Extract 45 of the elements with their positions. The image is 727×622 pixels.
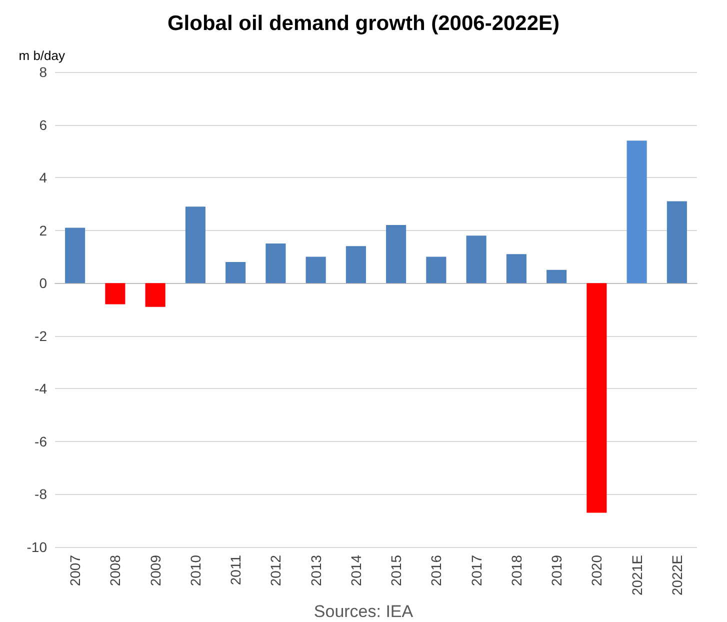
- y-tick-label: 0: [39, 275, 48, 292]
- bar: [466, 236, 486, 284]
- y-tick-label: 2: [39, 222, 48, 238]
- x-tick-label: 2011: [228, 554, 244, 586]
- bar: [266, 244, 286, 284]
- bar: [506, 254, 526, 284]
- x-tick-label: 2012: [268, 554, 284, 586]
- bar: [626, 140, 647, 284]
- y-tick-label: 8: [39, 64, 48, 80]
- x-tick-label: 2009: [147, 554, 164, 586]
- x-tick-label: 2018: [508, 554, 524, 586]
- source-note: Sources: IEA: [314, 602, 414, 621]
- bar: [586, 283, 607, 513]
- y-tick-label: -2: [34, 328, 48, 344]
- y-tick-label: 4: [39, 170, 48, 186]
- x-tick-label: 2016: [428, 554, 444, 586]
- x-tick-label: 2010: [187, 554, 204, 586]
- x-tick-label: 2019: [548, 554, 565, 586]
- bar: [105, 283, 126, 304]
- y-tick-label: -4: [34, 380, 48, 397]
- bar: [386, 225, 406, 284]
- x-tick-label: 2008: [107, 554, 124, 586]
- bar: [306, 256, 326, 284]
- bar: [346, 246, 366, 284]
- bar: [185, 206, 206, 284]
- x-tick-label: 2021E: [628, 555, 645, 596]
- y-axis-title: m b/day: [18, 48, 66, 63]
- bar: [145, 283, 166, 307]
- y-tick-label: -10: [26, 539, 48, 555]
- y-tick-label: -8: [34, 486, 48, 502]
- y-tick-label: 6: [39, 116, 48, 133]
- bar: [546, 270, 567, 284]
- y-tick-label: -6: [34, 433, 48, 450]
- x-tick-label: 2014: [348, 554, 364, 586]
- x-tick-label: 2013: [308, 554, 324, 586]
- bar: [666, 201, 687, 284]
- x-tick-label: 2015: [388, 554, 404, 586]
- chart-title: Global oil demand growth (2006-2022E): [167, 12, 560, 35]
- x-tick-label: 2007: [67, 554, 84, 586]
- bar: [426, 256, 446, 284]
- x-tick-label: 2017: [468, 554, 484, 586]
- bar: [65, 228, 86, 284]
- bar: [226, 262, 246, 284]
- x-tick-label: 2020: [588, 554, 605, 586]
- x-tick-label: 2022E: [668, 555, 685, 596]
